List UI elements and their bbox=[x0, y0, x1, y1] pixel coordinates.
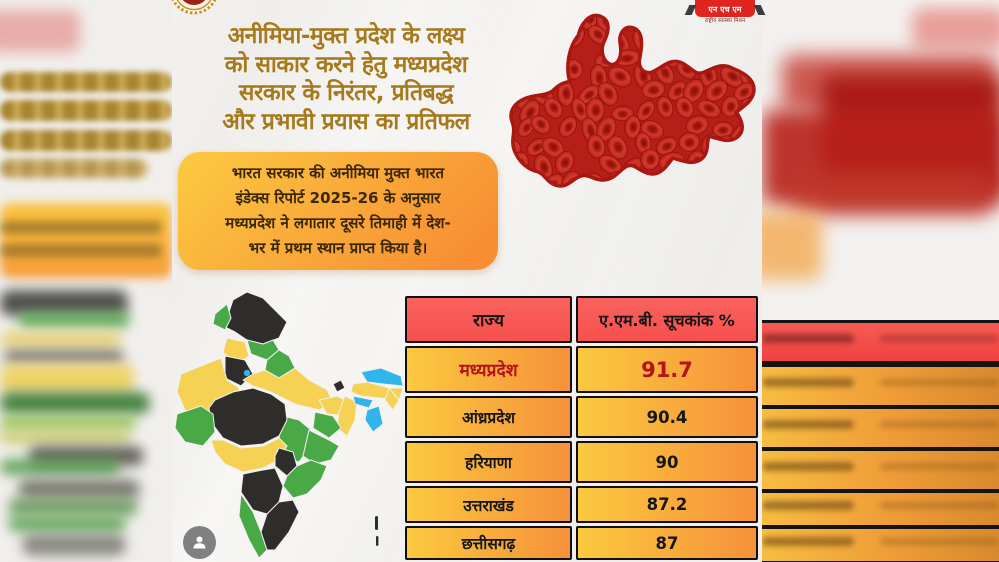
blur-streak bbox=[0, 331, 122, 349]
blur-streak bbox=[0, 290, 128, 316]
blur-band-left bbox=[0, 0, 172, 562]
highlight-box: भारत सरकार की अनीमिया मुक्त भारत इंडेक्स … bbox=[178, 152, 498, 270]
blur-table-band bbox=[762, 320, 999, 364]
blur-streak bbox=[880, 335, 999, 342]
index-value-cell: 87.2 bbox=[576, 486, 758, 523]
text-line: मध्यप्रदेश ने लगातार दूसरे तिमाही में दे… bbox=[225, 214, 451, 232]
table-row: छत्तीसगढ़ 87 bbox=[405, 526, 758, 560]
blur-streak bbox=[8, 498, 138, 516]
blur-streak bbox=[762, 501, 854, 510]
table-row: आंध्रप्रदेश 90.4 bbox=[405, 396, 758, 438]
blur-streak bbox=[22, 534, 126, 556]
blur-streak bbox=[0, 203, 172, 278]
blur-streak bbox=[0, 416, 136, 430]
index-value-cell: 87 bbox=[576, 526, 758, 560]
text-line: इंडेक्स रिपोर्ट 2025-26 के अनुसार bbox=[235, 189, 441, 207]
blur-streak bbox=[0, 430, 130, 444]
headline: अनीमिया-मुक्त प्रदेश के लक्ष्य को साकार क… bbox=[180, 22, 512, 136]
blur-streak bbox=[18, 312, 130, 328]
blood-cells-mp-map bbox=[502, 8, 760, 213]
blur-streak bbox=[0, 100, 172, 121]
table-header-index: ए.एम.बी. सूचकांक % bbox=[576, 296, 758, 343]
blur-streak bbox=[0, 459, 120, 475]
blur-streak bbox=[0, 392, 150, 414]
table-row: हरियाणा 90 bbox=[405, 441, 758, 483]
state-name-cell: मध्यप्रदेश bbox=[405, 346, 572, 393]
blur-streak bbox=[0, 130, 172, 151]
text-line: भर में प्रथम स्थान प्राप्त किया है। bbox=[248, 239, 428, 257]
text-line: को साकार करने हेतु मध्यप्रदेश bbox=[224, 51, 468, 78]
state-name-cell: उत्तराखंड bbox=[405, 486, 572, 523]
state-name-cell: हरियाणा bbox=[405, 441, 572, 483]
text-line: भारत सरकार की अनीमिया मुक्त भारत bbox=[231, 164, 445, 182]
blur-streak bbox=[880, 421, 999, 428]
nhm-logo: एन एच एम राष्ट्रीय स्वास्थ्य मिशन bbox=[695, 0, 755, 24]
blur-band-right bbox=[762, 0, 999, 562]
blur-streak bbox=[880, 379, 999, 386]
avatar-button[interactable] bbox=[183, 526, 216, 559]
blur-streak bbox=[0, 221, 162, 234]
blur-streak bbox=[8, 516, 126, 532]
blur-streak bbox=[762, 378, 854, 387]
infographic-main: एन एच एम राष्ट्रीय स्वास्थ्य मिशन अनीमिय… bbox=[171, 0, 762, 562]
table-row: उत्तराखंड 87.2 bbox=[405, 486, 758, 523]
blur-streak bbox=[912, 8, 999, 48]
table-header-row: राज्य ए.एम.बी. सूचकांक % bbox=[405, 296, 758, 343]
blur-streak bbox=[0, 72, 172, 92]
blur-streak bbox=[18, 479, 140, 499]
blur-streak bbox=[762, 462, 854, 471]
blur-streak bbox=[0, 159, 148, 178]
blur-streak bbox=[792, 170, 992, 215]
blur-streak bbox=[762, 212, 822, 280]
blur-streak bbox=[762, 334, 854, 343]
blur-streak bbox=[880, 502, 999, 509]
index-value-cell: 90 bbox=[576, 441, 758, 483]
nhm-logo-plate: एन एच एम bbox=[695, 0, 755, 17]
nhm-logo-caption: राष्ट्रीय स्वास्थ्य मिशन bbox=[704, 18, 746, 24]
blur-streak bbox=[762, 420, 854, 429]
mp-emblem-icon bbox=[171, 0, 217, 15]
blur-streak bbox=[762, 537, 854, 546]
state-name-cell: छत्तीसगढ़ bbox=[405, 526, 572, 560]
text-line: सरकार के निरंतर, प्रतिबद्ध bbox=[238, 80, 454, 106]
state-name-cell: आंध्रप्रदेश bbox=[405, 396, 572, 438]
blur-streak bbox=[880, 463, 999, 470]
blur-streak bbox=[0, 244, 162, 257]
blur-streak bbox=[4, 351, 124, 363]
index-value-cell: 90.4 bbox=[576, 396, 758, 438]
avatar-person-icon bbox=[193, 536, 206, 549]
amb-index-table: राज्य ए.एम.बी. सूचकांक % मध्यप्रदेश 91.7 आ… bbox=[405, 296, 758, 562]
table-row: मध्यप्रदेश 91.7 bbox=[405, 346, 758, 393]
blur-streak bbox=[0, 364, 134, 394]
text-line: अनीमिया-मुक्त प्रदेश के लक्ष्य bbox=[227, 23, 465, 49]
india-map bbox=[175, 291, 404, 559]
blur-streak bbox=[0, 10, 80, 52]
blur-streak bbox=[880, 538, 999, 545]
table-header-state: राज्य bbox=[405, 296, 572, 343]
index-value-cell: 91.7 bbox=[576, 346, 758, 393]
text-line: और प्रभावी प्रयास का प्रतिफल bbox=[222, 108, 470, 135]
